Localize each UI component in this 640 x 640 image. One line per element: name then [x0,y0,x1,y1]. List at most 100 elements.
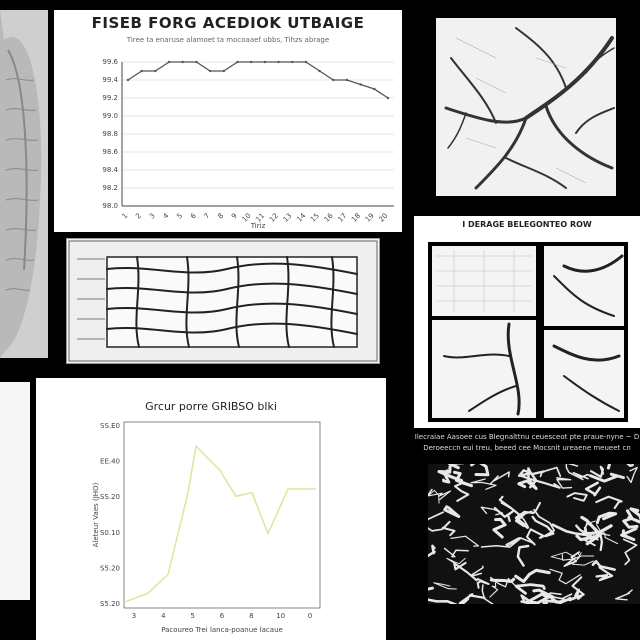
x-tick-label: 14 [295,211,307,223]
x-tick-label: 13 [282,212,294,224]
vessel-stroke [448,464,465,470]
data-point [181,60,184,64]
data-point [318,69,321,73]
data-point [167,60,171,64]
x-tick-label: 17 [336,212,348,224]
data-point [386,96,390,100]
comparison-title: I DERAGE BELEGONTEO ROW [462,220,592,229]
left-scrap-panel [0,382,30,600]
vessel-stroke [583,520,596,531]
x-tick-label: 16 [323,211,335,223]
vessel-stroke [514,583,546,595]
data-point [373,87,376,91]
branch-sketch-drawing [436,18,616,196]
vessel-stroke [441,520,456,537]
x-tick-label: 10 [276,612,285,620]
comparison-drawing [428,242,628,422]
vessel-stroke [433,582,457,590]
x-tick-label: 20 [377,212,389,224]
vessel-stroke [565,464,584,481]
vessel-stroke [489,577,516,584]
data-point [249,60,253,64]
branch-sketch-panel [436,18,616,196]
data-point [332,78,335,82]
vessel-stroke [489,582,499,598]
x-axis-label: Tiriz [250,222,266,230]
series-line [123,444,316,604]
vessel-stroke [533,508,556,539]
top-chart-svg: 99.699.499.299.098.898.698.498.298.01 2 3 4… [102,58,394,230]
x-tick-label: 8 [249,612,253,620]
vessel-stroke [489,471,510,485]
bottom-chart-svg: SS.E0 EE.40 SS.20 S0.10 S5.20 S5.20 3 4 5 6 8 10 0 Al… [92,421,321,634]
vessel-texture-panel [428,464,640,604]
vessel-stroke [622,538,638,566]
caption-line-2: Deroeeccn eui treu, beeed cee Mocsnit ur… [423,444,631,452]
vessel-stroke [443,547,469,558]
data-point [304,60,308,64]
data-point [277,60,280,64]
vessel-stroke [591,560,616,571]
vessel-stroke [527,592,550,604]
y-tick-label: S5.20 [100,564,120,572]
vessel-stroke [470,464,490,477]
vessel-grid-drawing [68,240,378,362]
series-line [127,61,389,99]
vessel-stroke [563,551,581,567]
vessel-stroke [572,471,600,480]
y-tick-label: EE.40 [100,458,120,466]
bottom-chart-title: Grcur porre GRIBSO blki [145,400,277,413]
vessel-stroke [595,511,618,525]
vessel-stroke [626,464,634,467]
vessel-grid-panel [66,238,380,364]
top-chart-title: FISEB FORG ACEDIOK UTBAIGE [91,14,365,32]
vessel-stroke [556,477,573,489]
y-tick-label: 98.8 [102,130,118,138]
vessel-stroke [549,568,581,585]
x-tick-label: 4 [162,211,171,220]
x-tick-label: 4 [161,612,166,620]
vessel-stroke [517,469,545,477]
data-point [208,69,212,73]
vessel-stroke [458,593,486,604]
vessel-stroke [622,509,639,529]
y-tick-label: S5.20 [100,600,120,608]
vessel-stroke [582,531,599,547]
x-tick-label: 9 [230,212,239,221]
y-tick-label: 99.6 [102,58,118,66]
vessel-stroke [476,578,490,589]
y-tick-label: 98.6 [102,148,118,156]
data-point [236,60,239,64]
data-point [140,69,143,73]
x-tick-label: 6 [220,612,225,620]
vessel-stroke [517,478,538,491]
x-tick-label: 7 [203,212,212,221]
x-tick-label: 1 [121,212,130,221]
y-tick-label: 98.0 [102,202,118,210]
vessel-stroke [589,465,605,478]
vessel-stroke [588,472,625,483]
y-tick-label: 99.2 [102,94,118,102]
y-axis-label: Aleteur Vaes (JHO) [92,482,100,547]
branch-comparison-panel: I DERAGE BELEGONTEO ROW [414,216,640,428]
vessel-stroke [539,466,562,478]
x-tick-label: 11 [254,212,266,224]
y-tick-label: SS.E0 [100,422,120,430]
vessel-stroke [568,576,585,602]
vessel-stroke [453,482,470,502]
x-tick-label: 18 [350,212,362,224]
x-tick-label: 6 [189,211,198,220]
vessel-stroke [626,466,638,484]
vessel-stroke [505,537,533,546]
vessel-stroke [550,551,582,560]
vessel-stroke [492,517,507,539]
x-tick-label: 15 [309,212,321,224]
vessel-stroke [428,489,440,504]
data-point [291,60,294,64]
vessel-stroke [542,598,566,604]
vessel-stroke [470,478,497,490]
left-texture-photo [0,10,48,358]
x-tick-label: 3 [132,612,136,620]
data-point [126,78,130,82]
vessel-stroke [620,527,638,542]
